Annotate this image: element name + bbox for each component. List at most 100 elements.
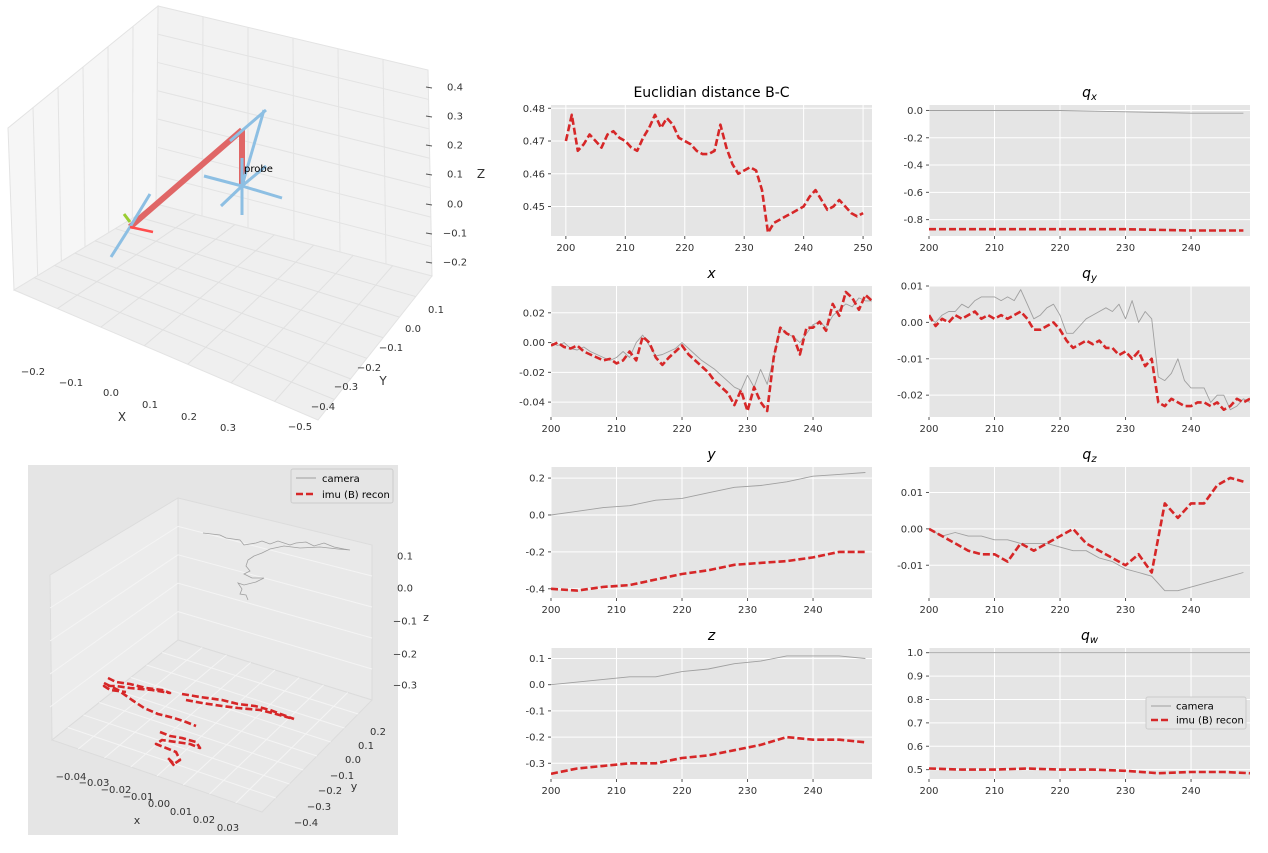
tick-label-x: 240 [803,424,822,435]
axis-label-y: Y [378,374,387,388]
chart-title: qw [1081,628,1099,646]
legend-box [1145,696,1247,730]
legend-box [290,468,394,504]
frame-arrow [109,226,132,258]
tick-label-z: 0.3 [447,112,463,123]
tick-label-y: 0.9 [907,672,923,683]
series-line-camera [551,655,866,686]
tick-label-y: 0.01 [901,282,923,293]
grid-line [337,48,341,253]
chart-title: qz [1082,447,1097,465]
tick-label-x: 240 [1181,786,1200,797]
grid-line [162,652,359,715]
tick-label-x: 240 [803,605,822,616]
frame-arrow [128,193,152,228]
tick-label-y: 0.47 [523,137,545,148]
tick-label-x: 230 [1116,605,1135,616]
tick-label-y: -0.6 [903,188,923,199]
grid-line [157,146,431,218]
tick-label-y: 0.0 [405,324,421,335]
tick-label-x: 200 [541,786,560,797]
legend-label: camera [1176,702,1214,713]
chart-panel-z: 200 210 220 230 240 0.1 0.0 -0.1 -0.2 -0.3 z [525,628,872,797]
tick-label-x: −0.02 [101,785,132,796]
grid-line [157,175,432,248]
tick-label-x: 220 [1050,424,1069,435]
tick-label-y: -0.01 [897,354,923,365]
tick-label-x: 210 [607,605,626,616]
tick-label-y: 0.00 [901,524,923,535]
tick-label-z: 0.4 [447,83,463,94]
frame-arrow [219,184,244,208]
tick-label-y: -0.8 [903,215,923,226]
plot-area [929,286,1250,417]
axis-label-x: X [118,410,126,424]
chart-panel-qy: 200 210 220 230 240 0.01 0.00 -0.01 -0.02 qy [897,266,1250,435]
series-line-imu [185,698,291,720]
tick-label-x: −0.04 [56,772,87,783]
tick-label-z: −0.1 [443,229,467,240]
axis-label-z: Z [477,167,485,181]
tick-label-y: 0.7 [907,718,923,729]
tick-label-x: 210 [607,424,626,435]
tick-label-x: 200 [541,424,560,435]
grid-line [157,118,431,189]
tick-label-y: −0.1 [330,771,354,782]
grid-line [94,240,384,339]
grid-line [177,525,373,577]
plot-area [551,105,872,236]
chart-title: x [706,266,716,282]
tick-label-z: −0.3 [393,681,417,692]
chart-title: qx [1082,85,1097,103]
tick-label-x: 240 [1181,424,1200,435]
tick-z [425,203,433,206]
grid-line [54,264,351,380]
grid-line [274,265,393,402]
tick-label-y: −0.4 [294,818,318,829]
tick-label-x: 220 [675,243,694,254]
grid-line [100,224,236,328]
grid-line [146,664,345,729]
tick-label-x: 210 [985,424,1004,435]
grid-line [157,62,430,130]
legend-label: imu (B) recon [322,490,390,501]
grid-line [74,252,368,359]
frame-arrow [241,184,283,200]
axis-label-y: y [351,780,358,793]
grid-line [156,669,276,777]
frame-arrow [203,174,243,188]
plot-area [929,105,1250,236]
tick-label-x: 200 [919,786,938,797]
tick-label-z: 0.1 [447,170,463,181]
grid-line [49,525,179,609]
grid-line [57,213,196,309]
plot-area [551,648,872,779]
grid-line [107,46,110,233]
tick-label-x: 240 [794,243,813,254]
series-line-camera [929,289,1250,411]
grid-line [34,277,335,400]
plot-area [929,467,1250,598]
tick-label-z: −0.2 [443,258,467,269]
series-line-imu-b-recon [551,735,866,776]
grid-line [382,59,387,265]
series-line-camera [551,472,866,516]
tick-z [425,232,433,235]
tick-label-y: -0.3 [525,759,545,770]
tick-label-y: 0.0 [345,755,361,766]
chart-panel-qw: 200 210 220 230 240 1.0 0.9 0.8 0.7 0.6 0.5 qw camer… [907,628,1250,797]
tick-label-y: -0.2 [525,733,545,744]
tick-label-y: 0.01 [901,488,923,499]
grid-line [143,234,275,347]
tick-label-y: 0.02 [523,308,545,319]
tick-label-y: -0.02 [897,391,923,402]
grid-line [187,244,315,365]
series-line-imu-b-recon [929,310,1250,412]
tick-label-x: −0.2 [21,367,45,378]
tick-z [425,261,433,264]
tick-label-x: 230 [1116,243,1135,254]
tick-label-y: −0.2 [318,786,342,797]
series-line-camera [929,110,1244,114]
tick-label-y: 0.6 [907,742,923,753]
